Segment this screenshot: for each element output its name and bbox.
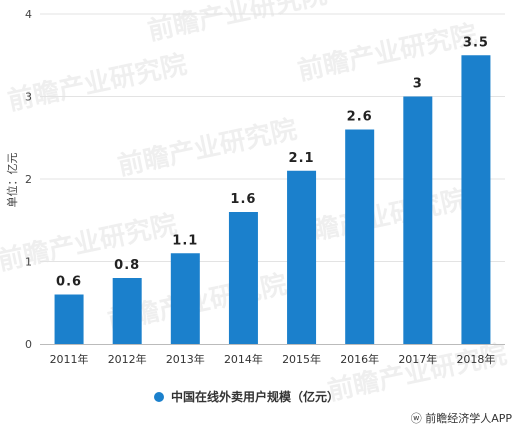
data-label: 1.1 (172, 233, 198, 248)
x-tick-label: 2015年 (282, 352, 321, 366)
data-labels: 0.6 0.8 1.1 1.6 2.1 2.6 3 3.5 (56, 35, 489, 290)
credit-text: ⓦ 前瞻经济学人APP (411, 411, 513, 425)
bar (287, 170, 317, 344)
data-label: 0.6 (56, 275, 82, 290)
legend-marker (154, 392, 164, 402)
watermark-text: 前瞻产业研究院 (295, 19, 479, 87)
watermark-text: 前瞻产业研究院 (5, 49, 189, 117)
data-label: 3.5 (463, 35, 489, 50)
x-tick-label: 2014年 (224, 352, 263, 366)
data-label: 1.6 (230, 192, 256, 207)
bar (112, 278, 142, 344)
y-tick-label: 3 (25, 91, 32, 104)
bar (403, 96, 433, 344)
y-tick-label: 4 (25, 8, 32, 21)
y-tick-label: 2 (25, 173, 32, 186)
y-tick-label: 1 (25, 256, 32, 269)
bar (461, 55, 491, 344)
y-axis-ticks: 0 1 2 3 4 (25, 8, 32, 351)
data-label: 2.6 (347, 110, 373, 125)
bar (345, 129, 375, 344)
x-tick-label: 2017年 (398, 352, 437, 366)
bar (228, 212, 258, 344)
x-tick-label: 2018年 (456, 352, 495, 366)
y-axis-label: 单位：亿元 (5, 153, 19, 208)
weibo-icon: ⓦ (411, 412, 422, 425)
data-label: 2.1 (289, 151, 315, 166)
data-label: 0.8 (114, 258, 140, 273)
y-tick-label: 0 (25, 338, 32, 351)
legend: 中国在线外卖用户规模（亿元） (154, 389, 339, 404)
x-tick-label: 2016年 (340, 352, 379, 366)
bar (170, 253, 200, 344)
data-label: 3 (413, 77, 423, 92)
watermark-text: 前瞻产业研究院 (145, 0, 329, 47)
bars (54, 55, 491, 344)
x-tick-label: 2011年 (50, 352, 89, 366)
x-tick-label: 2012年 (108, 352, 147, 366)
x-axis-ticks: 2011年 2012年 2013年 2014年 2015年 2016年 2017年 2018年 (50, 352, 496, 366)
credit-label: 前瞻经济学人APP (425, 411, 512, 425)
legend-label: 中国在线外卖用户规模（亿元） (171, 389, 339, 404)
bar (54, 294, 84, 344)
x-tick-label: 2013年 (166, 352, 205, 366)
watermark-text: 前瞻产业研究院 (115, 114, 299, 182)
watermark-text: 前瞻产业研究院 (325, 339, 509, 407)
